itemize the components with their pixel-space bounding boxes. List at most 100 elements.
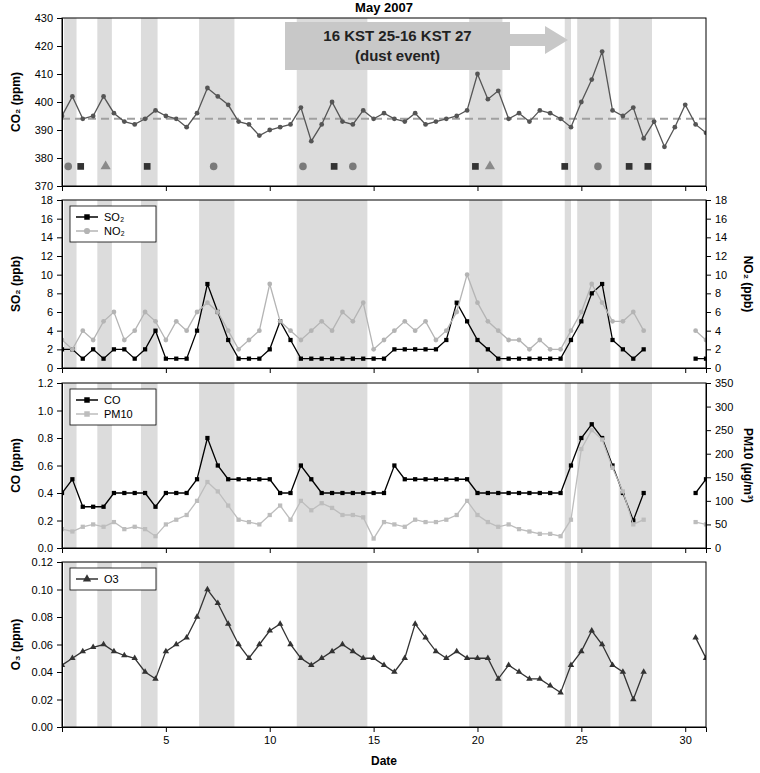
series-marker xyxy=(236,347,241,352)
series-marker xyxy=(558,357,562,361)
series-marker xyxy=(413,328,418,333)
series-marker xyxy=(579,100,584,105)
tick-mark xyxy=(685,368,686,373)
series-marker xyxy=(444,518,448,522)
series-marker xyxy=(318,655,324,661)
series-marker xyxy=(298,655,304,661)
annotation-text: 16 KST 25-16 KST 27 xyxy=(323,27,471,44)
series-marker xyxy=(402,119,407,124)
series-marker xyxy=(507,491,511,495)
series-marker xyxy=(257,133,262,138)
series-marker xyxy=(174,116,179,121)
series-marker xyxy=(288,518,292,522)
series-marker xyxy=(351,491,355,495)
tick-label: 1.0 xyxy=(38,405,53,417)
series-marker xyxy=(589,282,594,287)
series-marker xyxy=(309,328,314,333)
series-marker xyxy=(226,338,230,342)
event-marker xyxy=(561,163,568,170)
tick-mark xyxy=(166,368,167,373)
series-marker xyxy=(382,357,386,361)
series-marker xyxy=(434,338,439,343)
y-axis-title: O₃ (ppm) xyxy=(9,619,23,671)
tick-label: 6 xyxy=(715,306,721,318)
series-marker xyxy=(621,114,626,119)
series-marker xyxy=(465,319,469,323)
series-marker xyxy=(121,652,127,658)
series-marker xyxy=(195,310,200,315)
series-marker xyxy=(485,97,490,102)
series-marker xyxy=(444,477,448,481)
series-marker xyxy=(152,675,158,681)
tick-label: 18 xyxy=(715,194,727,206)
plot-frame xyxy=(62,383,706,548)
series-marker xyxy=(257,357,261,361)
tick-mark xyxy=(57,349,62,350)
series-marker xyxy=(236,119,241,124)
series-marker xyxy=(392,328,397,333)
series-marker xyxy=(558,491,562,495)
shaded-period xyxy=(297,562,368,727)
series-marker xyxy=(413,518,417,522)
chart: 370380390400410420430CO₂ (ppm)16 KST 25-… xyxy=(0,0,760,773)
tick-label: 390 xyxy=(35,124,53,136)
series-marker xyxy=(496,525,500,529)
series-marker xyxy=(630,696,636,702)
annotation: 16 KST 25-16 KST 27(dust event) xyxy=(285,22,568,70)
tick: 16 xyxy=(41,213,62,225)
series-marker xyxy=(204,586,210,592)
series-marker xyxy=(330,357,334,361)
series-marker xyxy=(69,655,75,661)
tick: 2 xyxy=(706,343,721,355)
tick: 300 xyxy=(706,401,733,413)
series-marker xyxy=(640,668,646,674)
series-marker xyxy=(517,338,522,343)
tick: 1.2 xyxy=(38,377,62,389)
event-marker xyxy=(472,163,479,170)
tick: 250 xyxy=(706,424,733,436)
axis: 0.000.020.040.060.080.100.12 xyxy=(32,556,63,733)
tick xyxy=(374,368,375,373)
tick-label: 300 xyxy=(715,401,733,413)
series-marker xyxy=(268,347,272,351)
series-marker xyxy=(402,655,408,661)
tick-label: 0.8 xyxy=(38,432,53,444)
series-marker xyxy=(475,338,479,342)
series-marker xyxy=(278,319,283,324)
series-marker xyxy=(330,506,334,510)
series-marker xyxy=(371,347,376,352)
axis-line xyxy=(57,563,63,728)
series-marker xyxy=(215,94,220,99)
series-marker xyxy=(693,122,698,127)
series-marker xyxy=(631,105,636,110)
x-axis-title: Date xyxy=(371,754,397,768)
tick-label: 12 xyxy=(41,250,53,262)
tick: 12 xyxy=(41,250,62,262)
series-marker xyxy=(693,520,697,524)
series-marker xyxy=(610,319,615,324)
tick xyxy=(166,368,167,373)
tick-label: 4 xyxy=(47,325,53,337)
series-marker xyxy=(268,477,272,481)
tick-mark xyxy=(706,368,711,369)
annotation-box xyxy=(285,22,510,70)
series-marker xyxy=(527,357,531,361)
legend-marker xyxy=(84,214,89,219)
series-marker xyxy=(361,515,365,519)
series-marker xyxy=(517,357,521,361)
shaded-period xyxy=(619,200,652,368)
tick: 18 xyxy=(706,194,727,206)
series-marker xyxy=(381,661,387,667)
series-marker xyxy=(174,491,178,495)
series-marker xyxy=(361,108,366,113)
series-marker xyxy=(485,655,491,661)
plot-frame xyxy=(62,200,706,368)
series-marker xyxy=(319,122,324,127)
tick: 370 xyxy=(35,180,62,192)
tick-mark xyxy=(166,548,167,553)
series-marker xyxy=(205,436,209,440)
series-marker xyxy=(517,111,522,116)
series-marker xyxy=(350,122,355,127)
tick-mark xyxy=(270,186,271,191)
series-marker xyxy=(423,319,428,324)
